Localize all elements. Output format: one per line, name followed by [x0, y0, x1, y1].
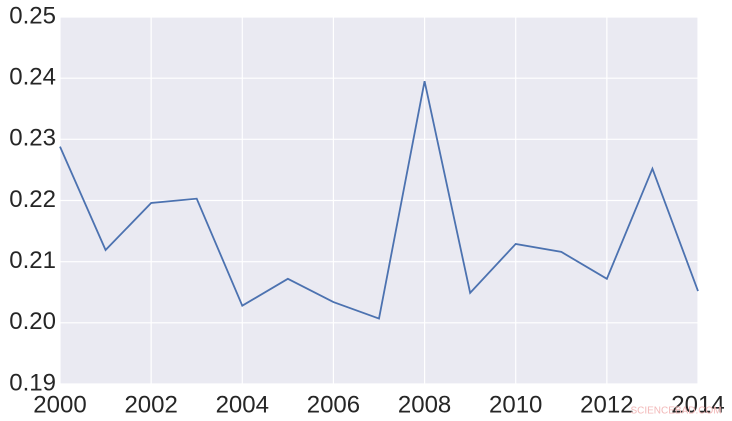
x-tick-label: 2000	[33, 391, 86, 418]
x-tick-label: 2006	[307, 391, 360, 418]
y-tick-label: 0.22	[9, 186, 56, 213]
x-tick-label: 2002	[124, 391, 177, 418]
y-tick-label: 0.25	[9, 2, 56, 29]
y-tick-label: 0.23	[9, 125, 56, 152]
y-tick-label: 0.21	[9, 247, 56, 274]
y-tick-label: 0.20	[9, 308, 56, 335]
x-tick-label: 2008	[398, 391, 451, 418]
x-tick-label: 2014	[671, 391, 724, 418]
x-tick-label: 2010	[489, 391, 542, 418]
watermark: SCIENCEBAD.COM	[630, 406, 721, 417]
data-line	[59, 81, 699, 320]
y-tick-label: 0.19	[9, 369, 56, 396]
y-tick-label: 0.24	[9, 64, 56, 91]
x-tick-label: 2004	[216, 391, 269, 418]
x-tick-label: 2012	[580, 391, 633, 418]
